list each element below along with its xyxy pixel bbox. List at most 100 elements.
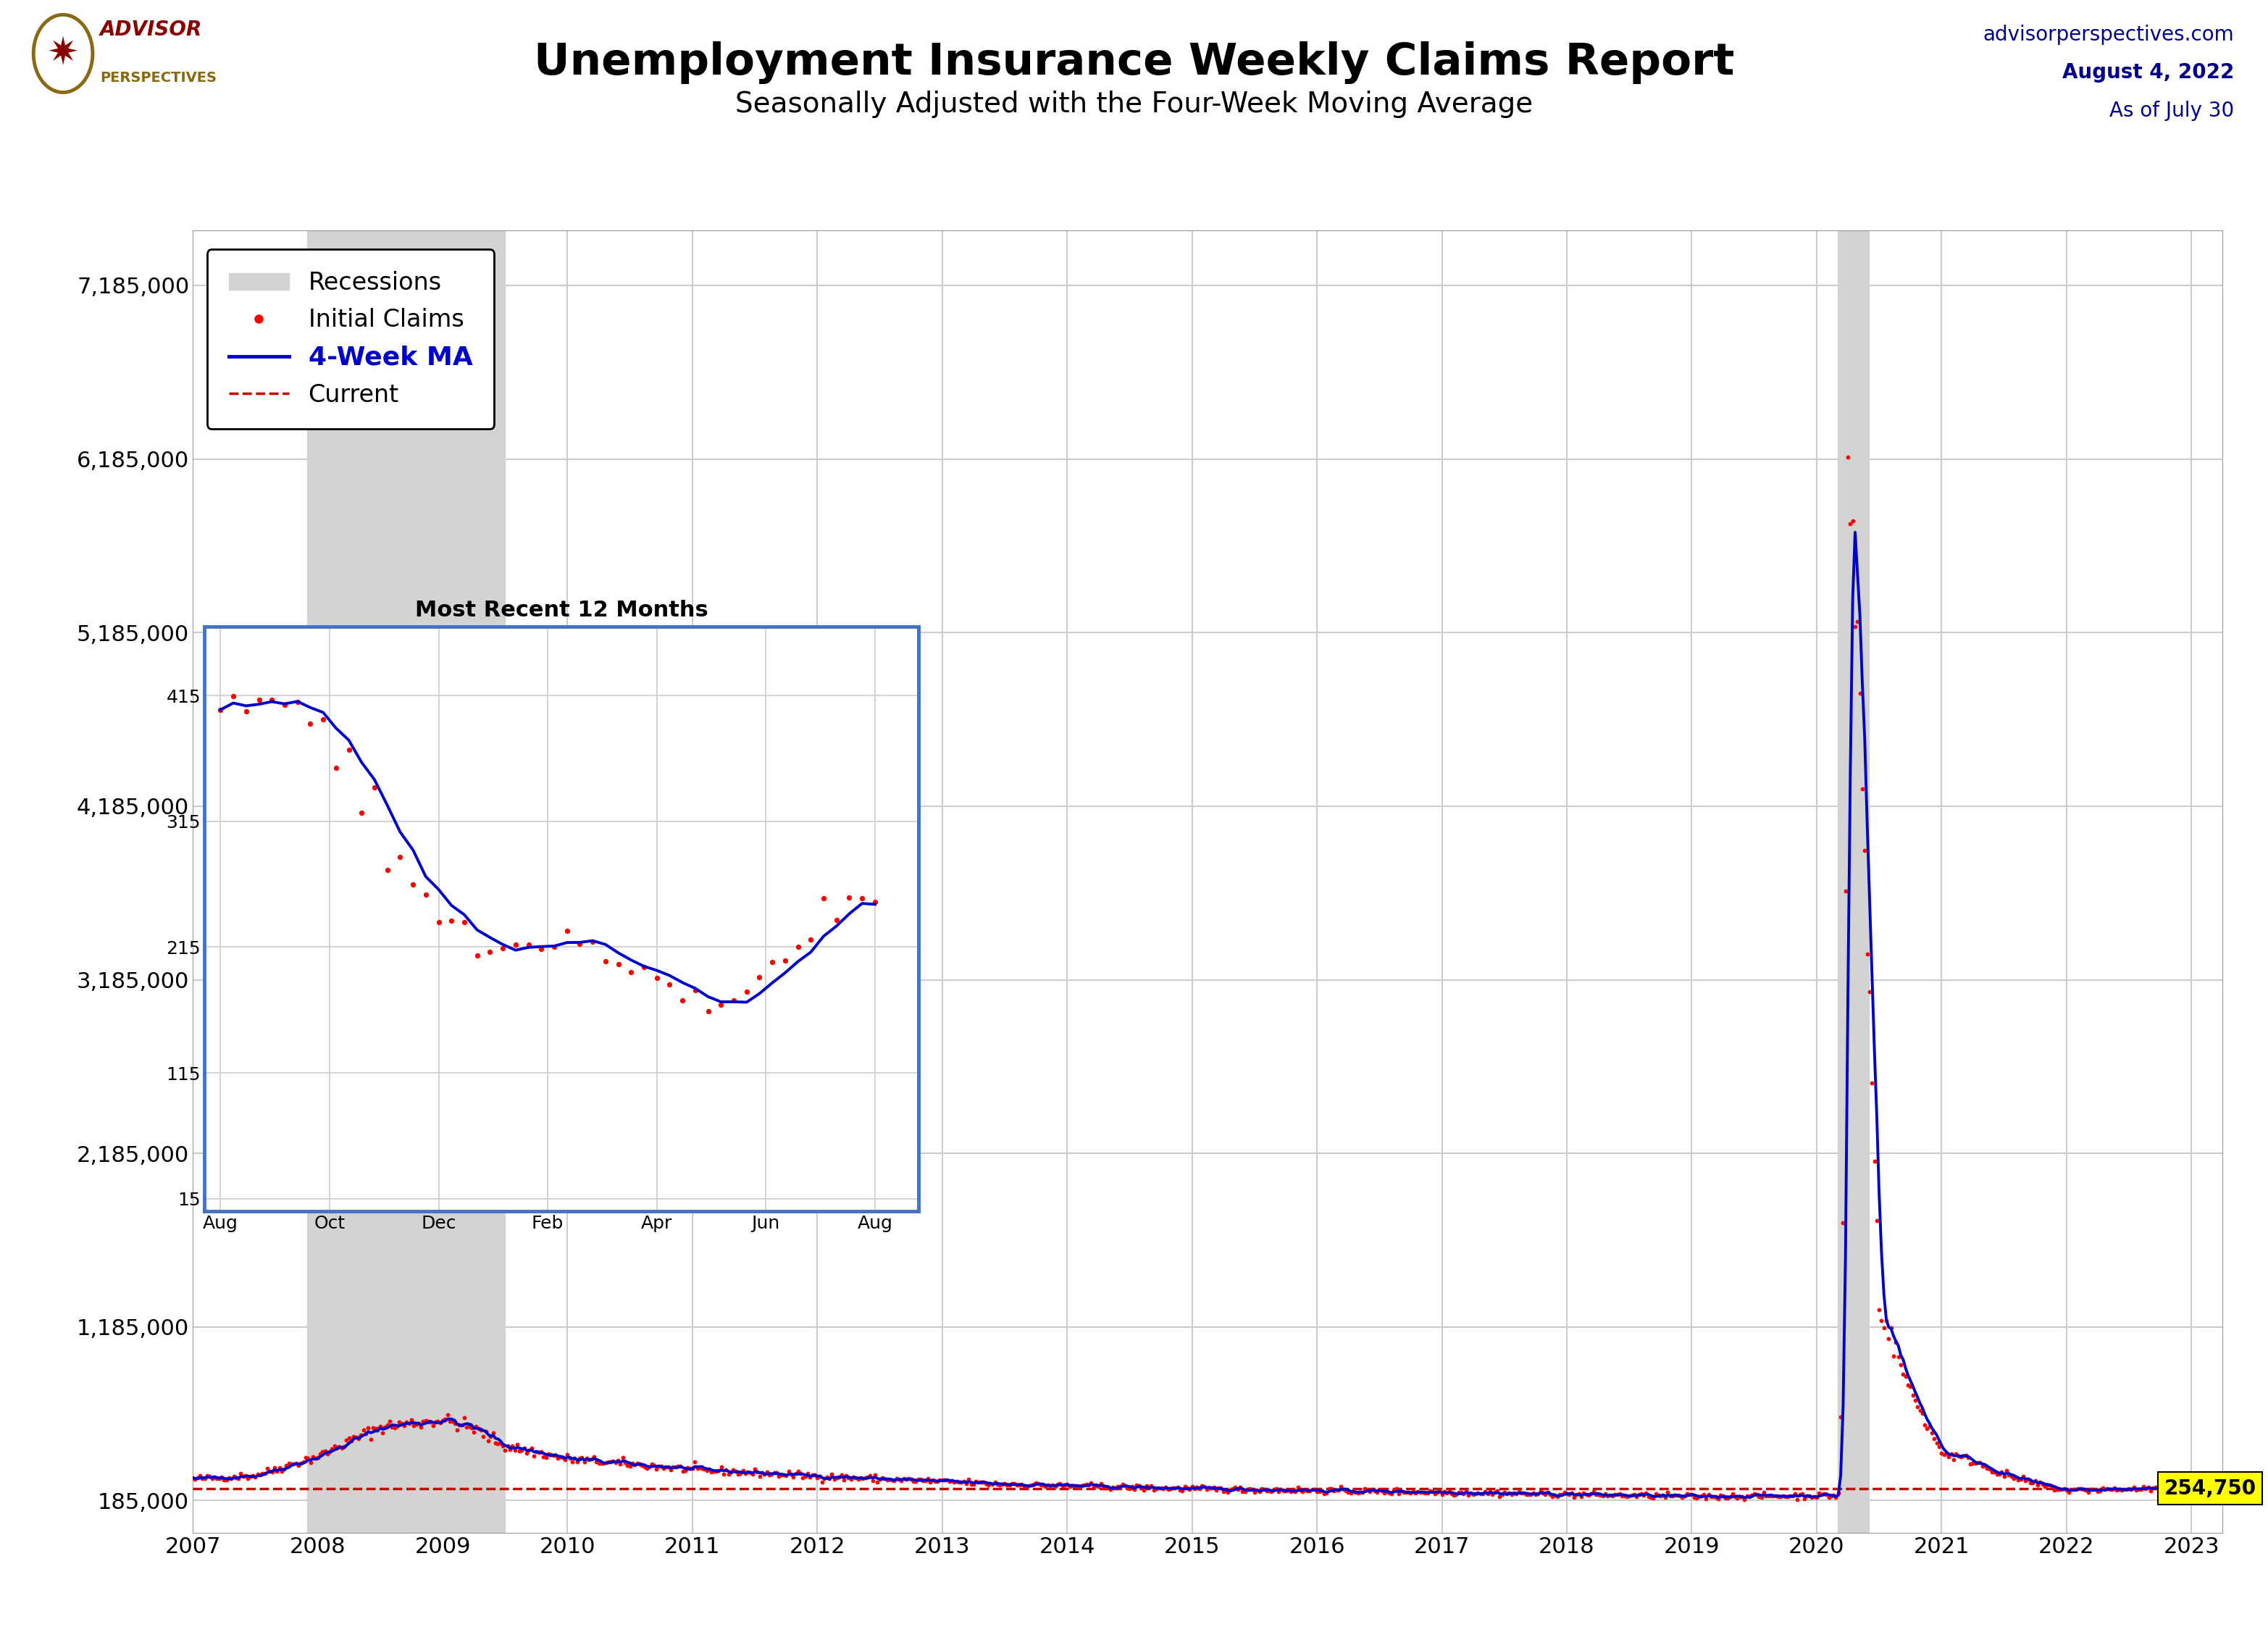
- Point: [1846, 837, 1882, 864]
- Point: [973, 1470, 1009, 1496]
- Point: [1880, 1343, 1916, 1369]
- Point: [286, 1449, 322, 1475]
- Point: [272, 1450, 308, 1477]
- Point: [465, 1424, 501, 1450]
- Point: [735, 1460, 771, 1486]
- Point: [1304, 1478, 1340, 1505]
- Point: [1957, 1450, 1994, 1477]
- Point: [1672, 1482, 1708, 1508]
- Point: [225, 1463, 261, 1490]
- Point: [2066, 1477, 2102, 1503]
- Point: [946, 1468, 982, 1495]
- Point: [1844, 776, 1880, 803]
- Point: [324, 1435, 361, 1462]
- Point: [1107, 1473, 1143, 1500]
- Point: [1565, 1480, 1601, 1506]
- Point: [458, 943, 494, 969]
- Point: [1075, 1475, 1111, 1501]
- Text: Seasonally Adjusted with the Four-Week Moving Average: Seasonally Adjusted with the Four-Week M…: [735, 91, 1533, 119]
- Point: [1771, 1482, 1808, 1508]
- Point: [2028, 1473, 2064, 1500]
- Point: [912, 1468, 948, 1495]
- Point: [957, 1468, 993, 1495]
- Point: [240, 1460, 277, 1486]
- Point: [993, 1470, 1030, 1496]
- Point: [1041, 1470, 1077, 1496]
- Point: [1531, 1482, 1567, 1508]
- Point: [2064, 1475, 2100, 1501]
- Point: [1594, 1483, 1631, 1510]
- Point: [1885, 1361, 1921, 1388]
- Point: [506, 1435, 542, 1462]
- Point: [953, 1472, 989, 1498]
- Point: [699, 1458, 735, 1485]
- Point: [1467, 1478, 1504, 1505]
- Point: [1032, 1472, 1068, 1498]
- Point: [501, 1437, 538, 1463]
- Point: [1243, 1475, 1279, 1501]
- Point: [1749, 1483, 1785, 1510]
- Point: [531, 1440, 567, 1467]
- Point: [1513, 1482, 1549, 1508]
- Point: [1411, 1478, 1447, 1505]
- Point: [197, 1463, 234, 1490]
- Point: [569, 1445, 606, 1472]
- Point: [392, 1407, 429, 1434]
- Point: [1658, 1482, 1694, 1508]
- Point: [422, 1409, 458, 1435]
- Point: [751, 1462, 787, 1488]
- Point: [1837, 613, 1873, 639]
- Point: [603, 1450, 640, 1477]
- Point: [528, 1444, 565, 1470]
- Point: [445, 1412, 481, 1439]
- Point: [1442, 1478, 1479, 1505]
- Point: [1851, 979, 1887, 1005]
- Point: [717, 1458, 753, 1485]
- Point: [2084, 1475, 2121, 1501]
- Point: [882, 1468, 919, 1495]
- Point: [1393, 1480, 1429, 1506]
- Point: [395, 872, 431, 898]
- Point: [2121, 1477, 2157, 1503]
- Point: [1293, 1478, 1329, 1505]
- Point: [1744, 1485, 1780, 1511]
- Point: [1783, 1482, 1819, 1508]
- Point: [1216, 1475, 1252, 1501]
- Point: [1760, 1483, 1796, 1510]
- Point: [710, 1462, 746, 1488]
- Point: [1740, 1482, 1776, 1508]
- Point: [1095, 1475, 1132, 1501]
- Point: [2134, 1475, 2170, 1501]
- Point: [615, 1450, 651, 1477]
- Point: [1082, 1470, 1118, 1496]
- Point: [939, 1468, 975, 1495]
- Point: [1302, 1478, 1338, 1505]
- Point: [367, 1414, 404, 1440]
- Point: [1687, 1485, 1724, 1511]
- Point: [1098, 1475, 1134, 1501]
- Point: [1613, 1482, 1649, 1508]
- Point: [1660, 1482, 1696, 1508]
- Point: [435, 1411, 472, 1437]
- Point: [454, 1414, 490, 1440]
- Point: [413, 1409, 449, 1435]
- Point: [1499, 1480, 1535, 1506]
- Point: [1674, 1482, 1710, 1508]
- Point: [186, 1465, 222, 1491]
- Point: [1935, 1447, 1971, 1473]
- Point: [404, 1414, 440, 1440]
- Point: [866, 1465, 903, 1491]
- Point: [1647, 1485, 1683, 1511]
- Point: [801, 1463, 837, 1490]
- Point: [1211, 1478, 1247, 1505]
- Point: [860, 1468, 896, 1495]
- Point: [1857, 1208, 1894, 1234]
- Point: [1903, 1398, 1939, 1424]
- Point: [1583, 1482, 1619, 1508]
- Point: [1461, 1480, 1497, 1506]
- Point: [1787, 1485, 1823, 1511]
- Point: [1991, 1462, 2028, 1488]
- Point: [637, 1455, 674, 1482]
- Point: [1603, 1483, 1640, 1510]
- Point: [415, 1412, 451, 1439]
